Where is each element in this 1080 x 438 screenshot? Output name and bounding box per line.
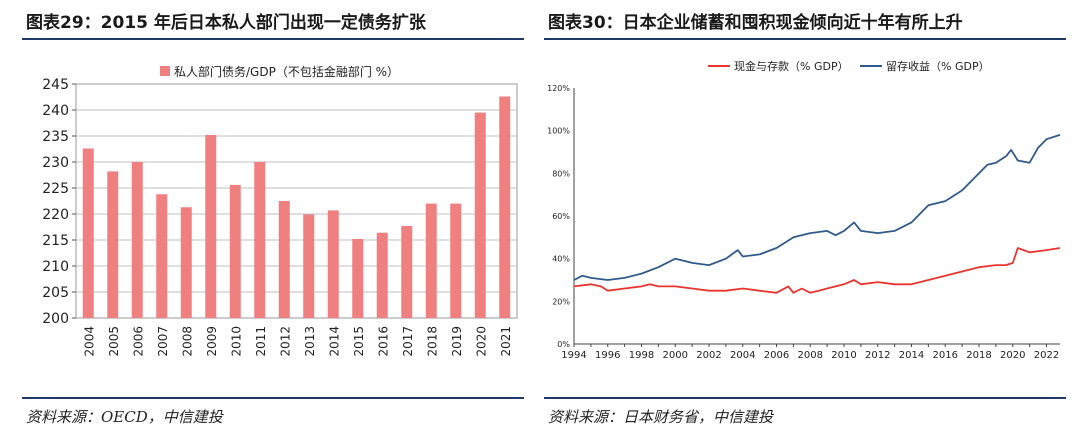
bar xyxy=(107,171,119,318)
bar-y-tick-label: 200 xyxy=(42,311,69,327)
line-y-tick-label: 40% xyxy=(552,255,570,264)
bar xyxy=(205,134,217,318)
line-legend-label: 现金与存款（% GDP） xyxy=(734,59,849,73)
bar-legend-label: 私人部门债务/GDP（不包括金融部门 %） xyxy=(174,64,399,79)
bar xyxy=(278,201,290,318)
bar xyxy=(474,112,486,318)
bar-y-tick-label: 215 xyxy=(42,233,69,249)
retained-earnings-line xyxy=(573,134,1061,281)
line-x-tick-label: 2018 xyxy=(966,350,991,361)
line-x-tick-label: 2008 xyxy=(798,350,823,361)
bar xyxy=(376,232,388,318)
bar xyxy=(131,162,143,318)
line-x-tick-label: 2014 xyxy=(899,350,924,361)
bar xyxy=(229,184,241,318)
bar-x-tick-label: 2011 xyxy=(254,326,268,357)
bar xyxy=(401,225,413,318)
bar-y-tick-label: 225 xyxy=(42,181,69,197)
line-y-tick-label: 20% xyxy=(552,297,570,306)
line-y-tick-label: 0% xyxy=(557,340,570,349)
bar-chart: 200 205 210 215 220 225 230 235 240 245 2004 2005 20… xyxy=(42,64,518,357)
bar xyxy=(425,203,437,318)
line-x-tick-label: 2010 xyxy=(831,350,856,361)
line-x-tick-label: 2016 xyxy=(933,350,958,361)
bar-y-tick-label: 205 xyxy=(42,285,69,301)
bar-x-tick-label: 2015 xyxy=(352,326,366,357)
bar-x-tick-label: 2009 xyxy=(205,326,219,357)
bar xyxy=(327,210,339,318)
line-x-tick-label: 1998 xyxy=(629,350,654,361)
bar-legend-swatch xyxy=(160,66,170,76)
line-legend-label: 留存收益（% GDP） xyxy=(886,59,990,73)
bar-x-tick-label: 2006 xyxy=(131,326,145,357)
line-x-tick-label: 2006 xyxy=(764,350,789,361)
bar xyxy=(156,194,168,318)
bar-y-tick-label: 230 xyxy=(42,155,69,171)
bar-x-tick-label: 2013 xyxy=(303,326,317,357)
cash-deposits-line xyxy=(573,247,1061,294)
bar-x-tick-label: 2012 xyxy=(278,326,292,357)
line-x-tick-label: 2020 xyxy=(1000,350,1025,361)
right-figure-title: 图表30：日本企业储蓄和囤积现金倾向近十年有所上升 xyxy=(548,13,963,33)
line-x-tick-label: 2000 xyxy=(663,350,688,361)
bar-y-tick-label: 220 xyxy=(42,207,69,223)
bar-x-tick-label: 2008 xyxy=(180,326,194,357)
bar xyxy=(180,207,192,318)
left-figure-panel: 图表29：2015 年后日本私人部门出现一定债务扩张 200 205 210 215 2… xyxy=(0,0,532,438)
line-x-tick-label: 2004 xyxy=(730,350,755,361)
line-y-tick-label: 100% xyxy=(547,127,570,136)
right-source-rule xyxy=(544,397,1066,399)
bar-x-tick-label: 2007 xyxy=(156,326,170,357)
line-x-tick-label: 2012 xyxy=(865,350,890,361)
bar xyxy=(254,162,266,318)
bar xyxy=(82,148,94,318)
bar xyxy=(499,96,511,318)
bar-x-tick-label: 2020 xyxy=(474,326,488,357)
bar-y-tick-label: 210 xyxy=(42,259,69,275)
bar-y-tick-label: 235 xyxy=(42,129,69,145)
bar-plot-frame xyxy=(75,83,518,319)
line-y-tick-label: 60% xyxy=(552,212,570,221)
bar-x-tick-label: 2010 xyxy=(229,326,243,357)
bar-y-tick-label: 245 xyxy=(42,77,69,93)
left-figure-title: 图表29：2015 年后日本私人部门出现一定债务扩张 xyxy=(26,13,426,33)
left-source-note: 资料来源：OECD，中信建投 xyxy=(26,408,223,426)
bar-x-tick-label: 2021 xyxy=(499,326,513,357)
left-source-rule xyxy=(22,397,524,399)
bar-x-tick-label: 2014 xyxy=(327,326,341,357)
right-source-note: 资料来源：日本财务省，中信建投 xyxy=(548,408,774,426)
bar-y-tick-label: 240 xyxy=(42,103,69,119)
line-x-tick-label: 2022 xyxy=(1034,350,1059,361)
bar xyxy=(303,214,315,318)
line-x-tick-label: 1994 xyxy=(561,350,586,361)
right-figure-panel: 图表30：日本企业储蓄和囤积现金倾向近十年有所上升 0% 20% 40% 60% 80%… xyxy=(540,0,1080,438)
line-x-tick-label: 2002 xyxy=(696,350,721,361)
bar xyxy=(450,203,462,318)
left-title-rule xyxy=(22,38,524,40)
bar xyxy=(352,238,364,318)
bar-x-tick-label: 2019 xyxy=(450,326,464,357)
line-chart: 0% 20% 40% 60% 80% 100% 120% 1994 1996 1998 2000 20… xyxy=(547,59,1061,361)
line-y-tick-label: 120% xyxy=(547,84,570,93)
bar-x-tick-label: 2004 xyxy=(82,326,96,357)
bar-x-tick-label: 2018 xyxy=(425,326,439,357)
right-title-rule xyxy=(544,38,1066,40)
bar-x-tick-label: 2016 xyxy=(376,326,390,357)
bar-x-tick-label: 2017 xyxy=(401,326,415,357)
line-x-tick-label: 1996 xyxy=(595,350,620,361)
line-y-tick-label: 80% xyxy=(552,169,570,178)
bar-x-tick-label: 2005 xyxy=(107,326,121,357)
